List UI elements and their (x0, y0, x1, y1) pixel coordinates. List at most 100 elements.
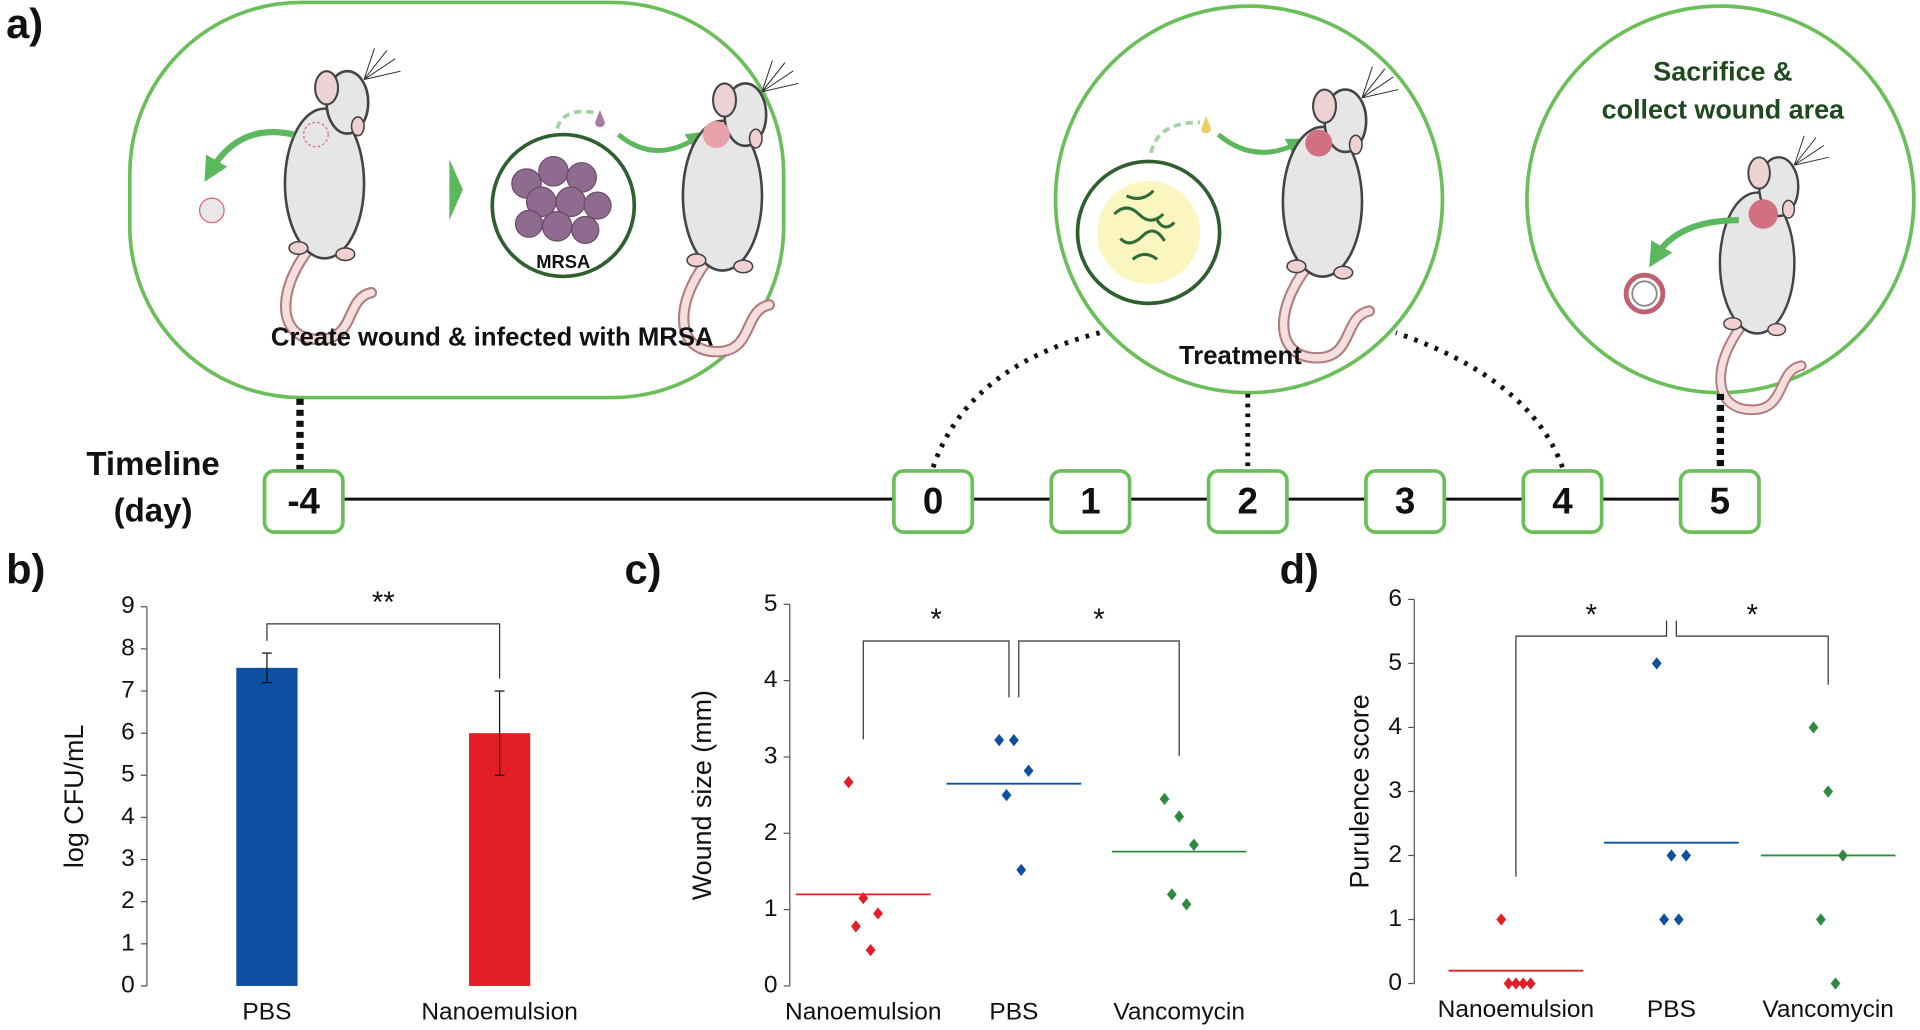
y-tick-label: 2 (764, 819, 778, 846)
x-tick-label: Nanoemulsion (785, 998, 941, 1025)
data-point (1503, 977, 1514, 990)
y-tick-label: 0 (1388, 969, 1402, 996)
y-axis-title: Wound size (mm) (687, 690, 717, 900)
chart: b) log CFU/mL 0 1 2 3 4 5 6 7 8 9 PBS Nanoemulsion ** (6, 545, 578, 1025)
day-label: 1 (1080, 481, 1100, 522)
y-tick-label: 7 (121, 676, 135, 703)
data-point (1008, 734, 1019, 747)
significance-bracket (862, 640, 1010, 740)
data-point (994, 734, 1005, 747)
data-point (851, 920, 861, 933)
wound (303, 121, 329, 148)
y-tick-label: 6 (1388, 585, 1402, 612)
day-box (1206, 469, 1289, 534)
significance-bracket (1675, 620, 1829, 685)
timeline-days: -4 0 1 2 3 4 5 (262, 469, 1761, 534)
y-tick-label: 4 (764, 666, 778, 693)
arrow (204, 129, 295, 182)
data-point (1666, 849, 1677, 862)
data-point (1174, 810, 1185, 823)
day-box (1678, 469, 1761, 534)
wound (702, 121, 730, 149)
y-tick-label: 4 (121, 803, 135, 830)
y-tick-label: 2 (121, 887, 135, 914)
y-tick-label: 9 (121, 592, 135, 619)
y-tick-label: 5 (1388, 649, 1402, 676)
bar (236, 667, 298, 986)
data-point (1023, 764, 1034, 777)
data-point (1181, 898, 1192, 911)
drop (1201, 116, 1212, 134)
panel-a: a) MRSA Create wound & infected with MRS… (6, 0, 1916, 534)
data-point (843, 776, 854, 789)
x-tick-label: PBS (242, 998, 291, 1025)
arrow (449, 159, 463, 221)
data-point (873, 907, 883, 920)
significance-label: ** (372, 586, 395, 619)
data-point (1511, 977, 1521, 990)
data-point (1188, 838, 1199, 851)
data-point (1673, 913, 1684, 926)
timeline-label: (day) (114, 492, 193, 529)
y-tick-label: 6 (121, 719, 135, 746)
significance-bracket (1515, 620, 1668, 877)
data-point (1496, 913, 1507, 926)
y-tick-label: 1 (1388, 905, 1402, 932)
data-point (1525, 977, 1536, 990)
y-tick-label: 1 (764, 895, 778, 922)
significance-label: * (930, 603, 941, 636)
data-point (1651, 657, 1662, 670)
data-point (1837, 849, 1848, 862)
significance-bracket (1018, 640, 1180, 757)
panel-label: b) (6, 545, 45, 592)
day-box (262, 469, 345, 534)
y-axis-title: log CFU/mL (59, 725, 89, 868)
x-tick-label: PBS (989, 998, 1038, 1025)
data-point (1166, 888, 1177, 901)
connectors (296, 330, 1725, 473)
data-point (1815, 913, 1826, 926)
step-caption: Create wound & infected with MRSA (271, 324, 714, 352)
arrow (616, 131, 707, 153)
day-box (1049, 469, 1132, 534)
x-tick-label: Vancomycin (1113, 998, 1245, 1025)
tissue (198, 197, 225, 224)
arrow (1149, 120, 1201, 154)
significance-label: * (1747, 598, 1758, 631)
day-label: 2 (1238, 481, 1258, 522)
data-point (1823, 785, 1834, 798)
chart: d) Purulence score 0 1 2 3 4 5 6 Nanoemulsion PBS V… (1280, 545, 1896, 1023)
y-tick-label: 2 (1388, 841, 1402, 868)
y-axis-title: Purulence score (1345, 694, 1375, 888)
arrow (1216, 132, 1307, 157)
x-tick-label: Nanoemulsion (421, 998, 577, 1025)
y-tick-label: 5 (764, 590, 778, 617)
nanoemulsion (1113, 189, 1176, 261)
y-tick-label: 8 (121, 634, 135, 661)
day-label: -4 (287, 481, 320, 522)
day-label: 3 (1395, 481, 1415, 522)
x-tick-label: Nanoemulsion (1438, 996, 1594, 1023)
bacteria (511, 155, 612, 245)
inset-label: MRSA (536, 251, 590, 272)
chart: c) Wound size (mm) 0 1 2 3 4 5 Nanoemulsion PBS Va… (624, 545, 1247, 1025)
data-point (1681, 849, 1692, 862)
day-box (892, 469, 975, 534)
wound (1748, 199, 1778, 229)
step-caption: Treatment (1179, 342, 1302, 370)
y-tick-label: 0 (764, 971, 778, 998)
day-box (1521, 469, 1604, 534)
significance-label: * (1586, 598, 1597, 631)
panel-label: c) (624, 545, 661, 592)
significance-label: * (1093, 603, 1104, 636)
y-tick-label: 3 (121, 845, 135, 872)
x-tick-label: Vancomycin (1762, 996, 1894, 1023)
y-tick-label: 0 (121, 971, 135, 998)
y-tick-label: 1 (121, 929, 135, 956)
tissue (1631, 280, 1658, 307)
data-point (865, 943, 876, 957)
data-point (1830, 977, 1841, 990)
data-point (1016, 863, 1027, 877)
y-tick-label: 5 (121, 761, 135, 788)
